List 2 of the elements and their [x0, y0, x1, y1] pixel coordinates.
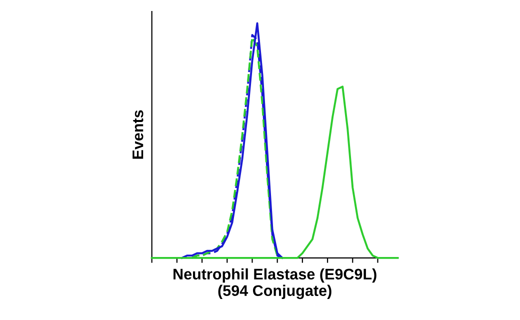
y-axis-title: Events — [132, 110, 144, 159]
x-axis-title: Neutrophil Elastase (E9C9L) (594 Conjugate) — [174, 268, 376, 300]
